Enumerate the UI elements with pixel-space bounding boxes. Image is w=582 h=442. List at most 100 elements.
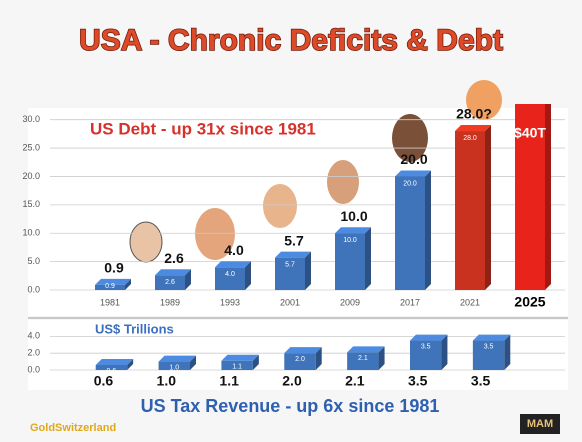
logo: MAM: [527, 418, 553, 430]
x-tick-label: 1989: [160, 297, 180, 307]
chart-title: US Tax Revenue - up 6x since 1981: [141, 396, 440, 416]
bar-side: [425, 170, 431, 290]
y-tick-label: 2.0: [27, 348, 40, 358]
bar-top: [335, 227, 371, 234]
bar: [275, 257, 305, 290]
bar: [155, 275, 185, 290]
bar-side: [365, 227, 371, 290]
x-tick-label: 2001: [280, 297, 300, 307]
y-tick-label: 0.0: [27, 284, 40, 294]
data-label: 3.5: [408, 373, 428, 389]
bar-label: 10.0: [343, 237, 357, 244]
bar-top: [455, 125, 491, 132]
y-tick-label: 25.0: [22, 142, 40, 152]
data-label: 20.0: [400, 151, 427, 167]
bar-top: [275, 251, 311, 258]
x-tick-label: 1993: [220, 297, 240, 307]
bar-side: [504, 334, 511, 370]
bar-label: 20.0: [403, 180, 417, 187]
bar: [455, 131, 485, 290]
x-tick-label: 1981: [100, 297, 120, 307]
bar: [158, 361, 190, 370]
bar: [95, 364, 128, 370]
annotation: US Debt - up 31x since 1981: [90, 119, 316, 138]
bar: [284, 353, 316, 370]
page-title: USA - Chronic Deficits & Debt: [79, 24, 503, 57]
bar: [515, 104, 545, 290]
annotation: US$ Trillions: [95, 321, 174, 336]
bar-label: 1.1: [232, 364, 242, 371]
y-tick-label: 15.0: [22, 199, 40, 209]
bar: [410, 340, 442, 370]
y-tick-label: 5.0: [27, 256, 40, 266]
bar-top: [347, 346, 385, 353]
data-label: 2.1: [345, 373, 365, 389]
x-tick-label: 2017: [400, 297, 420, 307]
portrait: [466, 80, 502, 120]
bar-side: [315, 347, 322, 370]
y-tick-label: 30.0: [22, 114, 40, 124]
data-label: 3.5: [471, 373, 491, 389]
bar: [95, 284, 125, 290]
y-tick-label: 4.0: [27, 331, 40, 341]
bar-top: [95, 358, 134, 365]
portrait: [392, 114, 428, 162]
data-label: $40T: [514, 125, 546, 141]
y-tick-label: 10.0: [22, 228, 40, 238]
bar-top: [158, 355, 196, 362]
bar: [395, 176, 425, 290]
bar-label: 0.6: [107, 368, 117, 375]
portrait: [263, 184, 297, 228]
bar-top: [155, 269, 191, 276]
x-tick-label: 2025: [514, 294, 545, 310]
data-label: 28.0?: [456, 106, 492, 122]
data-label: 2.6: [164, 250, 184, 266]
bar-side: [305, 251, 311, 290]
bars: [95, 334, 511, 370]
bar-top: [95, 278, 131, 285]
bar-top: [215, 261, 251, 268]
bar-side: [190, 355, 196, 370]
portrait: [327, 160, 359, 204]
bar-top: [284, 347, 322, 354]
bar-top: [472, 334, 511, 341]
data-label: 4.0: [224, 242, 244, 258]
bar-side: [252, 354, 259, 370]
bar-label: 1.0: [169, 364, 179, 371]
y-tick-label: 20.0: [22, 171, 40, 181]
bar-side: [378, 346, 385, 370]
data-label: 1.0: [157, 373, 177, 389]
bar-side: [441, 334, 448, 370]
bar-top: [395, 170, 431, 177]
bar: [472, 340, 505, 370]
logo-box: [520, 414, 560, 434]
data-label: 10.0: [340, 208, 367, 224]
y-tick-label: 0.0: [27, 364, 40, 374]
bar-top: [221, 354, 259, 361]
bar-label: 0.9: [105, 283, 115, 290]
portrait: [195, 208, 235, 260]
bar-side: [185, 269, 191, 290]
x-tick-label: 2009: [340, 297, 360, 307]
bar-label: 3.5: [484, 343, 494, 350]
bar: [347, 352, 379, 370]
bar-label: 28.0: [463, 135, 477, 142]
bar-side: [245, 261, 251, 290]
source: GoldSwitzerland: [30, 422, 116, 434]
bar-label: 4.0: [225, 271, 235, 278]
portrait: [129, 221, 163, 263]
bar-side: [127, 358, 134, 370]
bar-side: [485, 125, 491, 290]
data-label: 2.0: [282, 373, 302, 389]
bar-side: [125, 278, 131, 290]
bar: [215, 267, 245, 290]
bars: [95, 104, 551, 290]
bar-label: 2.6: [165, 279, 175, 286]
bar: [335, 233, 365, 290]
bar: [221, 360, 253, 370]
x-tick-label: 2021: [460, 297, 480, 307]
bar-top: [410, 334, 448, 341]
bar-label: 5.7: [285, 261, 295, 268]
portraits: [129, 80, 502, 263]
